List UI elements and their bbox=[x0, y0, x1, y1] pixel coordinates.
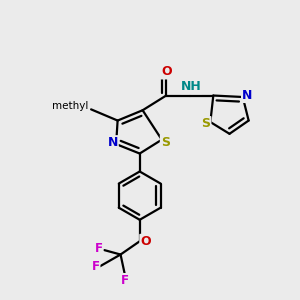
Text: N: N bbox=[242, 89, 252, 102]
Text: S: S bbox=[161, 136, 170, 148]
Text: N: N bbox=[107, 136, 118, 149]
Text: S: S bbox=[201, 117, 210, 130]
Text: F: F bbox=[92, 260, 100, 273]
Text: F: F bbox=[121, 274, 129, 287]
Text: methyl: methyl bbox=[52, 101, 88, 111]
Text: O: O bbox=[161, 65, 172, 79]
Text: F: F bbox=[94, 242, 103, 255]
Text: O: O bbox=[140, 235, 151, 248]
Text: NH: NH bbox=[181, 80, 202, 93]
